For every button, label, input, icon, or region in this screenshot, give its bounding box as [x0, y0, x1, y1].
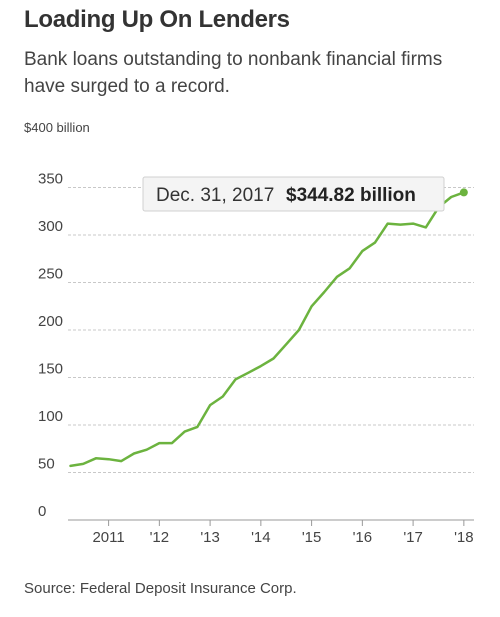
x-tick-label: '12	[150, 529, 170, 546]
x-tick-label: '18	[454, 529, 474, 546]
y-tick-label: 100	[38, 408, 63, 425]
y-tick-label: 250	[38, 266, 63, 283]
y-tick-label: 50	[38, 456, 55, 473]
tooltip: Dec. 31, 2017 $344.82 billion	[142, 176, 445, 212]
x-tick-label: '14	[251, 529, 271, 546]
y-tick-label: 150	[38, 361, 63, 378]
tooltip-value: $344.82 billion	[286, 185, 416, 206]
chart-subtitle: Bank loans outstanding to nonbank financ…	[24, 49, 443, 97]
x-tick-label: '16	[353, 529, 373, 546]
y-unit-label: $400 billion	[24, 120, 90, 135]
chart-title: Loading Up On Lenders	[24, 6, 290, 33]
tooltip-box	[142, 176, 445, 212]
x-tick-label: '13	[200, 529, 220, 546]
y-tick-label: 200	[38, 313, 63, 330]
x-tick-label: '17	[403, 529, 423, 546]
y-tick-label: 350	[38, 171, 63, 188]
x-tick-label: 2011	[92, 529, 124, 546]
tooltip-date: Dec. 31, 2017	[156, 185, 274, 206]
source-note: Source: Federal Deposit Insurance Corp.	[24, 580, 297, 597]
latest-point-marker[interactable]	[459, 188, 468, 197]
series-line	[69, 191, 466, 468]
x-tick-label: '15	[302, 529, 322, 546]
y-tick-label: 300	[38, 218, 63, 235]
y-tick-label: 0	[38, 503, 46, 520]
